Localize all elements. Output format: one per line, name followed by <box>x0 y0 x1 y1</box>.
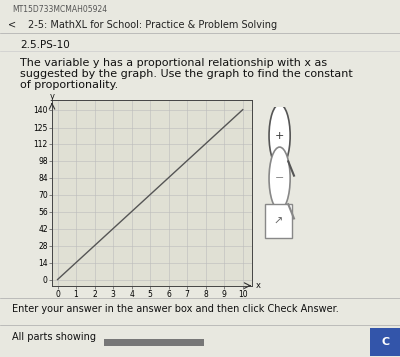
Text: The variable y has a proportional relationship with x as: The variable y has a proportional relati… <box>20 57 327 67</box>
Circle shape <box>269 104 290 167</box>
Text: All parts showing: All parts showing <box>12 332 96 342</box>
Text: ↗: ↗ <box>274 216 283 226</box>
Text: C: C <box>381 337 389 347</box>
Text: 2.5.PS-10: 2.5.PS-10 <box>20 40 70 50</box>
Text: −: − <box>275 174 284 183</box>
Text: of proportionality.: of proportionality. <box>20 80 118 90</box>
Text: MT15D733MCMAH05924: MT15D733MCMAH05924 <box>12 5 107 14</box>
Bar <box>370 328 400 356</box>
Text: y: y <box>50 92 54 101</box>
Text: Enter your answer in the answer box and then click Check Answer.: Enter your answer in the answer box and … <box>12 303 339 313</box>
Text: x: x <box>256 281 261 290</box>
Circle shape <box>269 147 290 210</box>
Text: <: < <box>8 20 16 30</box>
Text: +: + <box>275 131 284 141</box>
FancyBboxPatch shape <box>265 204 292 238</box>
Text: 2-5: MathXL for School: Practice & Problem Solving: 2-5: MathXL for School: Practice & Probl… <box>28 20 277 30</box>
Bar <box>104 339 204 346</box>
Text: suggested by the graph. Use the graph to find the constant: suggested by the graph. Use the graph to… <box>20 69 353 79</box>
